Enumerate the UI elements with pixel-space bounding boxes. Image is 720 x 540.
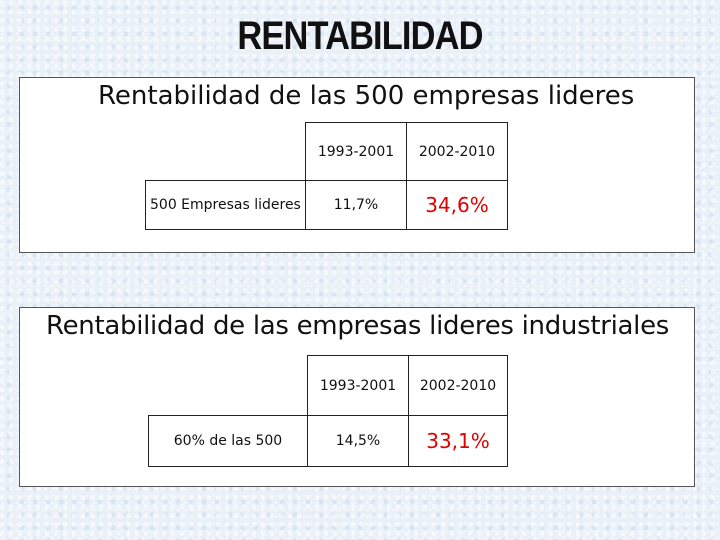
- value-2002-2010: 33,1%: [409, 415, 508, 467]
- panel-500-empresas: Rentabilidad de las 500 empresas lideres: [19, 77, 695, 253]
- panel-empresas-industriales: Rentabilidad de las empresas lideres ind…: [19, 307, 695, 487]
- col-header-1993-2001: 1993-2001: [305, 122, 407, 180]
- col-header-1993-2001: 1993-2001: [307, 355, 409, 415]
- row-label: 500 Empresas lideres: [145, 180, 305, 230]
- value-1993-2001: 11,7%: [305, 180, 407, 230]
- panel-heading: Rentabilidad de las 500 empresas lideres: [98, 81, 635, 111]
- slide-title: RENTABILIDAD: [237, 14, 483, 58]
- row-label: 60% de las 500: [148, 415, 307, 467]
- panel-heading: Rentabilidad de las empresas lideres ind…: [46, 311, 670, 341]
- col-header-2002-2010: 2002-2010: [407, 122, 508, 180]
- col-header-2002-2010: 2002-2010: [409, 355, 508, 415]
- value-1993-2001: 14,5%: [307, 415, 409, 467]
- value-2002-2010: 34,6%: [407, 180, 508, 230]
